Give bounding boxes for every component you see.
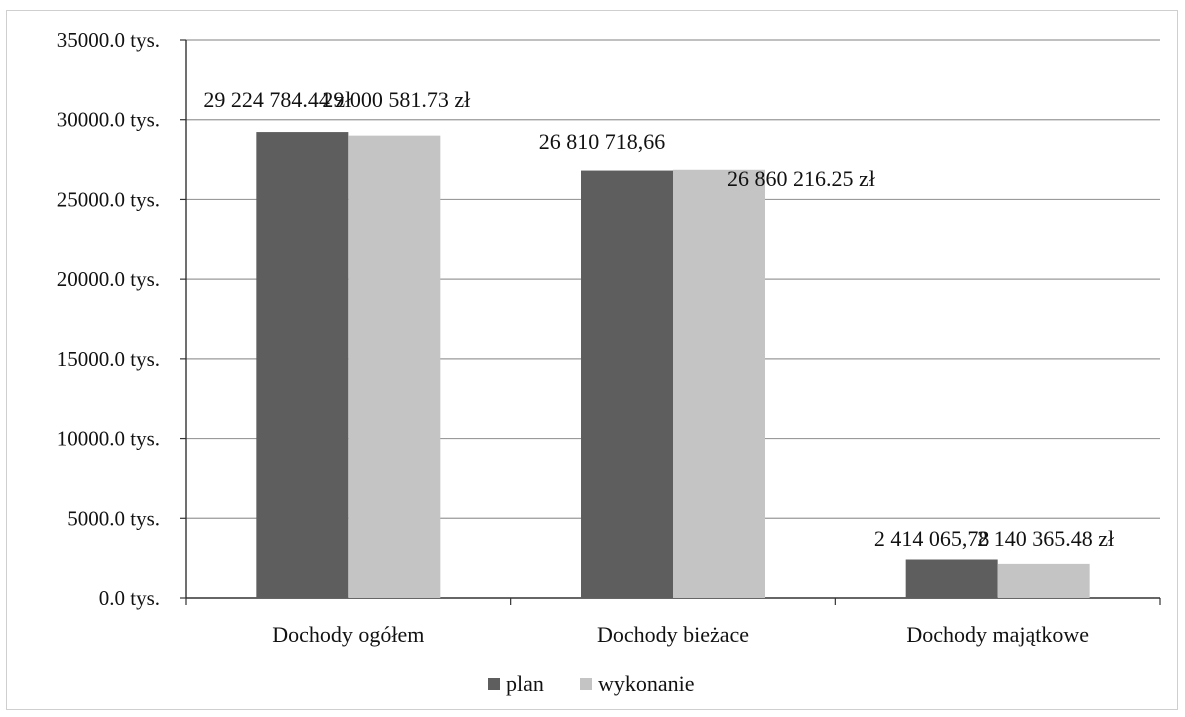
- data-label: 26 810 718,66: [539, 129, 666, 154]
- y-tick-label: 10000.0 tys.: [57, 427, 160, 451]
- y-tick-label: 30000.0 tys.: [57, 108, 160, 132]
- legend: plan wykonanie: [488, 671, 695, 696]
- bar-plan: [905, 559, 998, 598]
- legend-swatch-wykonanie: [580, 678, 592, 690]
- y-tick-label: 0.0 tys.: [99, 586, 160, 610]
- y-tick-label: 25000.0 tys.: [57, 187, 160, 211]
- y-tick-label: 15000.0 tys.: [57, 347, 160, 371]
- bar-wykonanie: [348, 135, 441, 598]
- y-tick-label: 5000.0 tys.: [67, 506, 160, 530]
- data-label: 2 140 365.48 zł: [977, 526, 1114, 551]
- bar-plan: [256, 132, 349, 599]
- bar-wykonanie: [673, 169, 765, 598]
- data-label: 26 860 216.25 zł: [727, 166, 875, 191]
- data-label: 29 000 581.73 zł: [322, 87, 470, 112]
- x-category-label: Dochody majątkowe: [906, 622, 1089, 647]
- legend-label-wykonanie: wykonanie: [598, 671, 695, 696]
- data-label: 2 414 065,78: [874, 526, 990, 551]
- x-category-label: Dochody bieżace: [597, 622, 749, 647]
- legend-swatch-plan: [488, 678, 500, 690]
- bar-plan: [581, 170, 673, 598]
- y-tick-label: 20000.0 tys.: [57, 267, 160, 291]
- x-category-label: Dochody ogółem: [272, 622, 424, 647]
- data-label: 29 224 784.44 zł: [203, 87, 351, 112]
- bar-wykonanie: [997, 563, 1090, 598]
- legend-label-plan: plan: [506, 671, 544, 696]
- bars: [256, 132, 1090, 599]
- y-tick-label: 35000.0 tys.: [57, 28, 160, 52]
